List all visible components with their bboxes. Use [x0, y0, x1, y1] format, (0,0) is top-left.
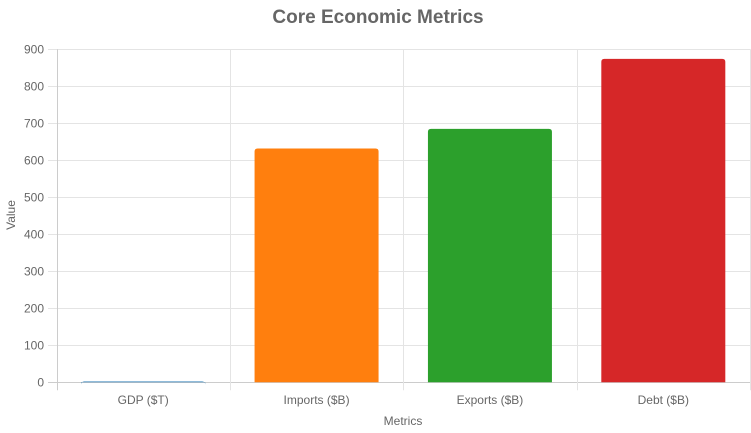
y-tick-label: 600 — [24, 154, 44, 168]
y-tick-label: 0 — [37, 376, 44, 390]
y-tick-label: 900 — [24, 43, 44, 57]
x-axis-ticks: GDP ($T) Imports ($B) Exports ($B) Debt ($B… — [118, 393, 689, 407]
bar[interactable] — [254, 148, 379, 383]
x-tick-label: Imports ($B) — [284, 393, 350, 407]
x-tick-label: GDP ($T) — [118, 393, 169, 407]
x-axis-label: Metrics — [384, 414, 423, 428]
x-tick-label: Debt ($B) — [638, 393, 689, 407]
grid — [48, 49, 751, 391]
bars — [81, 58, 726, 385]
y-tick-label: 700 — [24, 117, 44, 131]
y-tick-label: 100 — [24, 339, 44, 353]
y-tick-label: 200 — [24, 302, 44, 316]
x-tick-label: Exports ($B) — [457, 393, 524, 407]
y-tick-label: 500 — [24, 191, 44, 205]
chart-title: Core Economic Metrics — [272, 7, 483, 28]
y-tick-label: 300 — [24, 265, 44, 279]
y-axis-label: Value — [4, 200, 18, 230]
y-tick-label: 800 — [24, 80, 44, 94]
y-axis-ticks: 0 100 200 300 400 500 600 700 800 900 — [24, 43, 44, 390]
bar[interactable] — [427, 128, 552, 383]
bar[interactable] — [81, 381, 206, 385]
bar[interactable] — [601, 58, 726, 383]
y-tick-label: 400 — [24, 228, 44, 242]
